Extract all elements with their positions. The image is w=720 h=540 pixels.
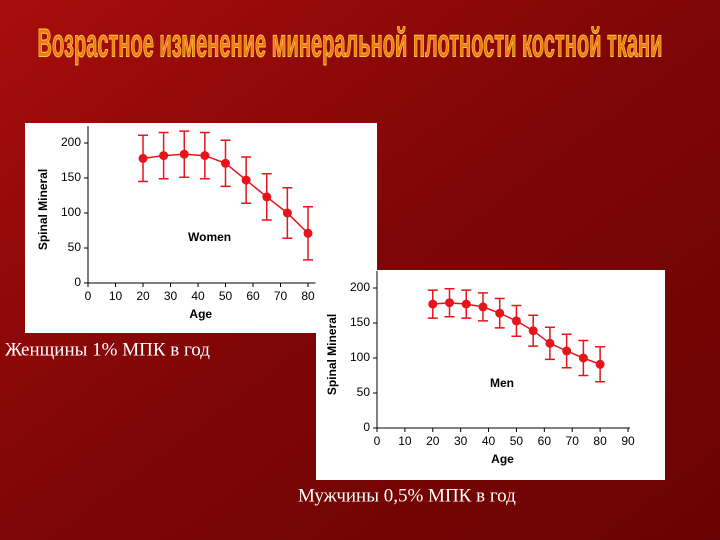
- x-tick-label: 0: [85, 289, 92, 303]
- caption: Женщины 1% МПК в год: [5, 339, 210, 360]
- y-tick-label: 100: [350, 350, 370, 364]
- point: [159, 151, 169, 161]
- x-tick-label: 30: [454, 434, 468, 448]
- x-tick-label: 50: [510, 434, 524, 448]
- x-tick-label: 80: [593, 434, 607, 448]
- point: [495, 308, 505, 318]
- y-tick-label: 100: [61, 205, 81, 219]
- point: [179, 149, 189, 159]
- point: [282, 208, 292, 218]
- y-tick-label: 200: [61, 135, 81, 149]
- x-tick-label: 10: [398, 434, 412, 448]
- y-tick-label: 150: [350, 315, 370, 329]
- point: [562, 346, 572, 356]
- point: [262, 192, 272, 202]
- x-tick-label: 40: [191, 289, 205, 303]
- x-axis-label: Age: [189, 307, 212, 321]
- point: [303, 228, 313, 238]
- caption: Мужчины 0,5% МПК в год: [298, 485, 516, 506]
- x-tick-label: 90: [621, 434, 635, 448]
- annotation: Men: [490, 376, 514, 390]
- x-tick-label: 80: [301, 289, 315, 303]
- y-tick-label: 150: [61, 170, 81, 184]
- x-tick-label: 70: [566, 434, 580, 448]
- point: [578, 353, 588, 363]
- point: [461, 299, 471, 309]
- point: [595, 359, 605, 369]
- panel: [316, 270, 665, 480]
- point: [511, 316, 521, 326]
- y-axis-label: Spinal Mineral: [36, 169, 50, 250]
- x-tick-label: 60: [538, 434, 552, 448]
- x-tick-label: 30: [164, 289, 178, 303]
- point: [138, 153, 148, 163]
- y-tick-label: 200: [350, 280, 370, 294]
- point: [445, 298, 455, 308]
- point: [478, 302, 488, 312]
- x-tick-label: 40: [482, 434, 496, 448]
- x-tick-label: 0: [374, 434, 381, 448]
- slide-title: Возрастное изменение минеральной плотнос…: [38, 22, 663, 66]
- point: [221, 158, 230, 168]
- x-tick-label: 50: [219, 289, 233, 303]
- y-axis-label: Spinal Mineral: [325, 314, 339, 395]
- point: [200, 151, 210, 161]
- y-tick-label: 0: [74, 275, 81, 289]
- point: [528, 326, 538, 336]
- x-tick-label: 60: [246, 289, 260, 303]
- x-tick-label: 70: [274, 289, 288, 303]
- x-axis-label: Age: [491, 452, 514, 466]
- y-tick-label: 50: [357, 385, 371, 399]
- x-tick-label: 10: [109, 289, 123, 303]
- x-tick-label: 20: [426, 434, 440, 448]
- point: [428, 299, 438, 309]
- y-tick-label: 50: [68, 240, 82, 254]
- point: [545, 338, 555, 348]
- annotation: Women: [188, 230, 231, 244]
- x-tick-label: 20: [136, 289, 150, 303]
- point: [241, 175, 251, 185]
- y-tick-label: 0: [363, 420, 370, 434]
